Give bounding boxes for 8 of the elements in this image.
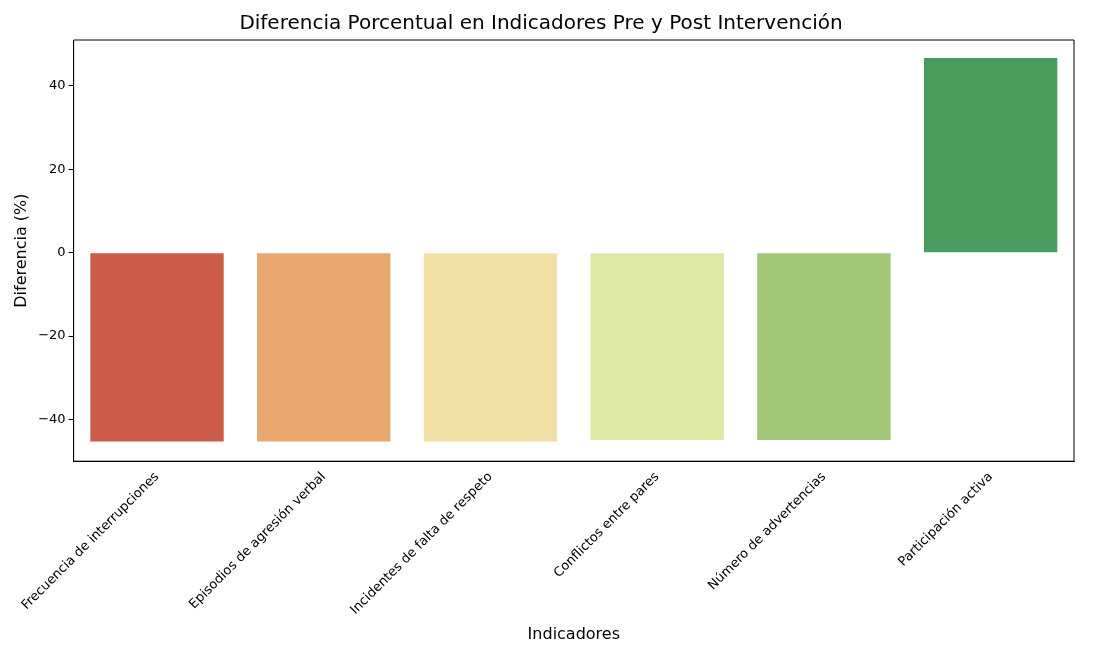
y-tick-label: 40 [49, 77, 66, 93]
y-tick-label: 20 [49, 160, 66, 176]
y-axis-title: Diferencia (%) [10, 193, 30, 308]
chart-title: Diferencia Porcentual en Indicadores Pre y Post Intervención [239, 10, 843, 35]
y-tick-label: 0 [57, 244, 66, 260]
y-tick-label: −20 [38, 327, 66, 343]
y-tick-label: −40 [38, 410, 66, 426]
x-axis-title: Indicadores [527, 623, 621, 643]
